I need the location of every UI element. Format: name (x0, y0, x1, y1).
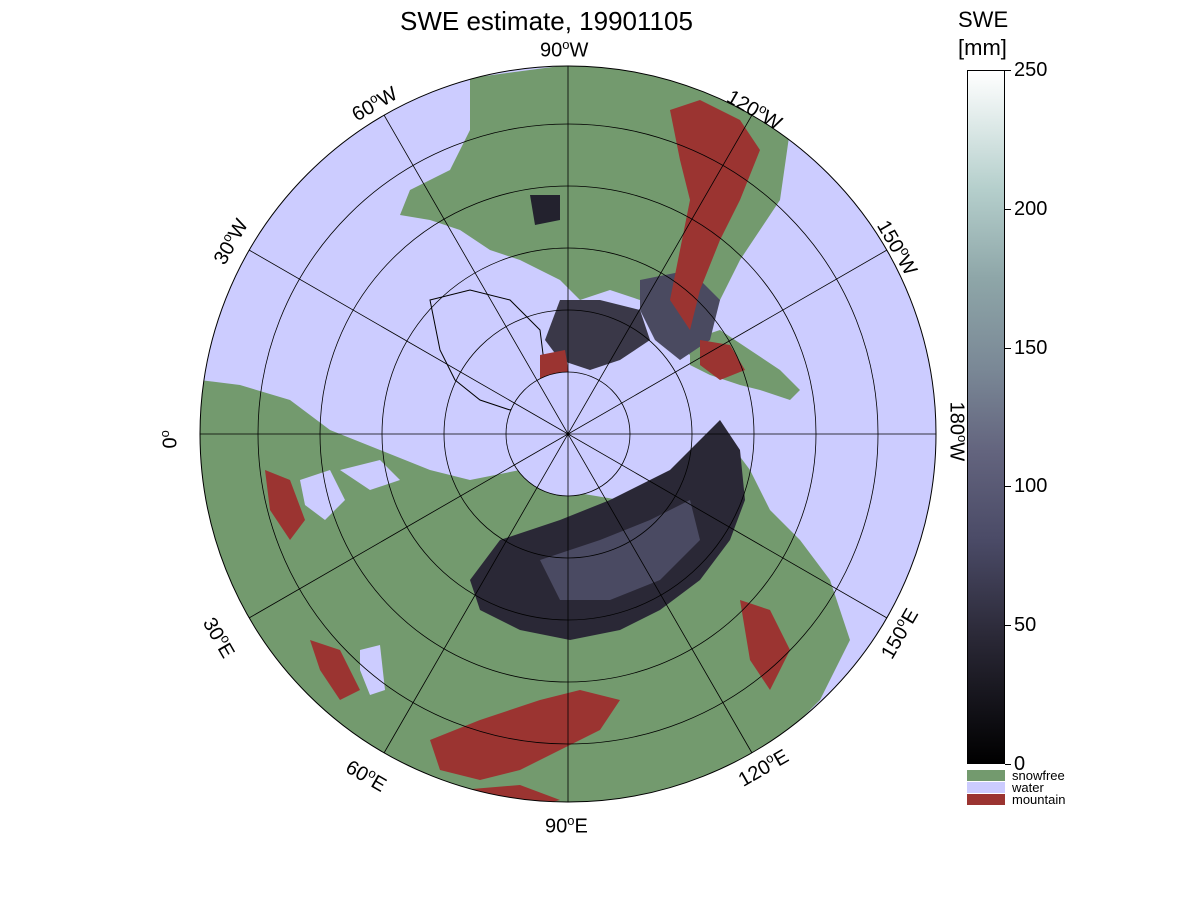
water-baltic (300, 470, 345, 520)
colorbar-tick-label: 100 (1014, 475, 1048, 498)
legend-swatch-snowfree (967, 770, 1005, 781)
snow-archipelago (545, 300, 650, 370)
lon-label-90e: 90oE (545, 813, 588, 838)
snow-hudson (530, 195, 560, 225)
colorbar-tick-mark (1005, 347, 1011, 349)
mountain-scandinavia (265, 470, 305, 540)
colorbar-tick-mark (1005, 625, 1011, 627)
colorbar-tick-label: 200 (1014, 197, 1048, 220)
legend-label-water: water (1012, 780, 1044, 795)
colorbar-tick-mark (1005, 208, 1011, 210)
legend-swatch-mountain (967, 794, 1005, 805)
lon-label-180w: 180oW (945, 401, 971, 462)
colorbar-tick-mark (1005, 486, 1011, 488)
map-boundary (199, 65, 937, 803)
colorbar-tick-label: 0 (1014, 753, 1026, 775)
mountain-alaska (700, 340, 745, 380)
mountain-central-asia (430, 690, 620, 780)
mountain-east-asia (740, 600, 790, 690)
colorbar-tick-mark (1005, 70, 1011, 71)
legend-label-mountain: mountain (1012, 792, 1066, 807)
colorbar (967, 70, 1005, 764)
snow-siberia-inner (540, 500, 700, 600)
colorbar-title: SWE [mm] (958, 6, 1008, 62)
mountain-rockies (670, 100, 760, 330)
colorbar-tick-label: 150 (1014, 336, 1048, 359)
graticule (200, 66, 936, 802)
water-caspian (360, 645, 385, 695)
colorbar-tick-label: 250 (1014, 59, 1048, 81)
legend-swatch-water (967, 782, 1005, 793)
colorbar-title-line2: [mm] (958, 35, 1007, 60)
colorbar-tick-label: 50 (1014, 614, 1037, 637)
colorbar-title-line1: SWE (958, 7, 1009, 32)
map-title: SWE estimate, 19901105 (400, 6, 693, 36)
legend-label-snowfree: snowfree (1012, 768, 1065, 783)
lon-label-90w: 90oW (540, 37, 589, 62)
mountain-caucasus (310, 640, 360, 700)
lon-label-0: 0o (156, 430, 182, 449)
colorbar-tick-mark (1005, 764, 1011, 765)
